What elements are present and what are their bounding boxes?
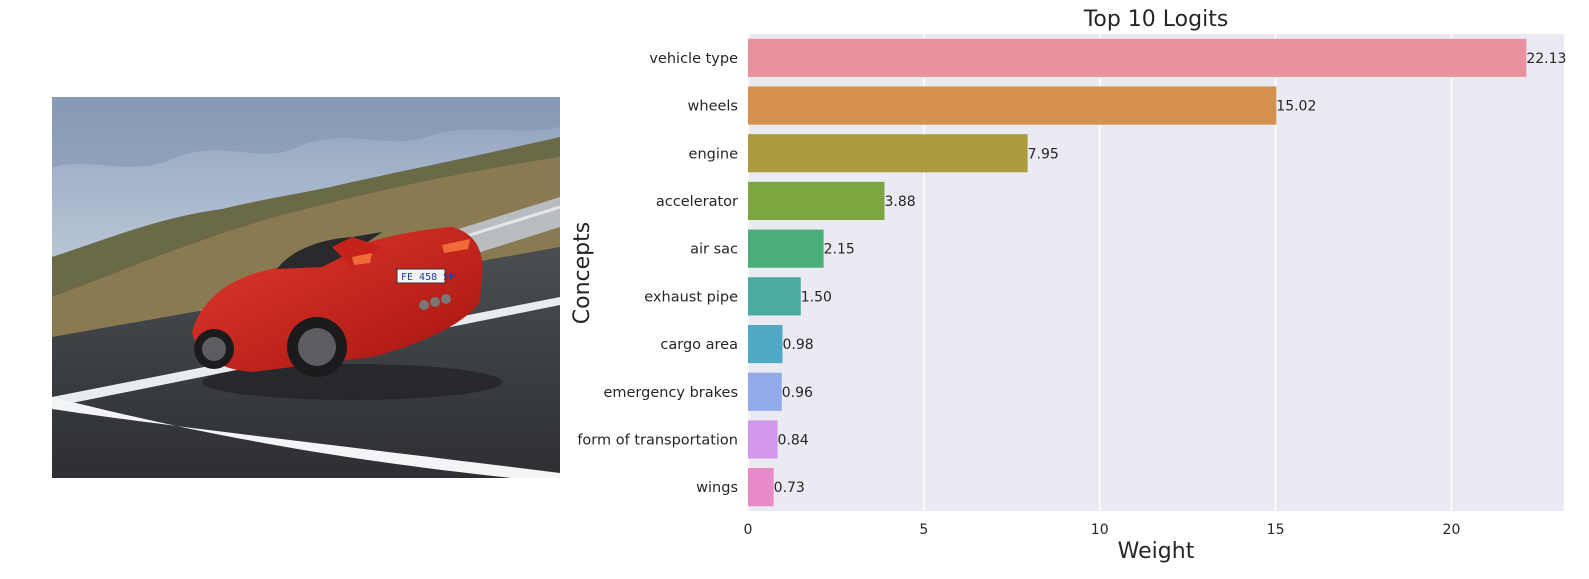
x-tick-label: 15 xyxy=(1267,522,1285,538)
bar-value-label: 0.98 xyxy=(782,337,813,353)
category-labels: vehicle type wheels engine accelerator air s… xyxy=(577,51,738,496)
category-label: form of transportation xyxy=(577,432,738,448)
category-label: wings xyxy=(696,480,738,496)
bar xyxy=(748,181,885,221)
car-icon: FE 458 SP xyxy=(192,227,502,400)
bar-value-label: 3.88 xyxy=(884,194,915,210)
bar xyxy=(748,86,1277,125)
x-tick-label: 5 xyxy=(919,522,928,538)
category-label: emergency brakes xyxy=(603,385,738,401)
bar xyxy=(748,277,801,316)
category-label: cargo area xyxy=(660,337,738,353)
category-label: engine xyxy=(689,146,739,162)
bar xyxy=(748,229,824,268)
category-label: wheels xyxy=(688,99,738,115)
bar-value-label: 22.13 xyxy=(1526,51,1566,67)
car-photo: FE 458 SP xyxy=(52,97,560,478)
category-label: accelerator xyxy=(656,194,738,210)
x-tick-label: 10 xyxy=(1091,522,1109,538)
bar-value-label: 0.84 xyxy=(778,432,809,448)
bar-value-label: 0.96 xyxy=(782,385,813,401)
bar xyxy=(748,38,1527,77)
bar-value-label: 15.02 xyxy=(1276,99,1316,115)
bar-value-label: 2.15 xyxy=(824,242,855,258)
bar xyxy=(748,324,783,364)
bar xyxy=(748,134,1028,173)
category-label: exhaust pipe xyxy=(644,289,738,305)
bar-value-label: 7.95 xyxy=(1028,146,1059,162)
x-tick-label: 20 xyxy=(1443,522,1461,538)
x-tick-label: 0 xyxy=(744,522,753,538)
y-axis-title: Concepts xyxy=(570,222,595,324)
bars xyxy=(748,38,1527,507)
x-tick-labels: 0 5 10 15 20 xyxy=(744,522,1461,538)
bar xyxy=(748,420,778,459)
bar xyxy=(748,468,774,507)
bar-value-label: 0.73 xyxy=(774,480,805,496)
svg-text:FE 458 SP: FE 458 SP xyxy=(401,272,455,283)
bar xyxy=(748,372,782,411)
category-label: air sac xyxy=(690,242,738,258)
category-label: vehicle type xyxy=(649,51,738,67)
x-axis-title: Weight xyxy=(1118,539,1195,564)
bar-value-label: 1.50 xyxy=(801,289,832,305)
chart-title: Top 10 Logits xyxy=(1083,7,1229,32)
value-labels: 22.13 15.02 7.95 3.88 2.15 1.50 0.98 0.96 0.84 0.… xyxy=(774,51,1567,496)
